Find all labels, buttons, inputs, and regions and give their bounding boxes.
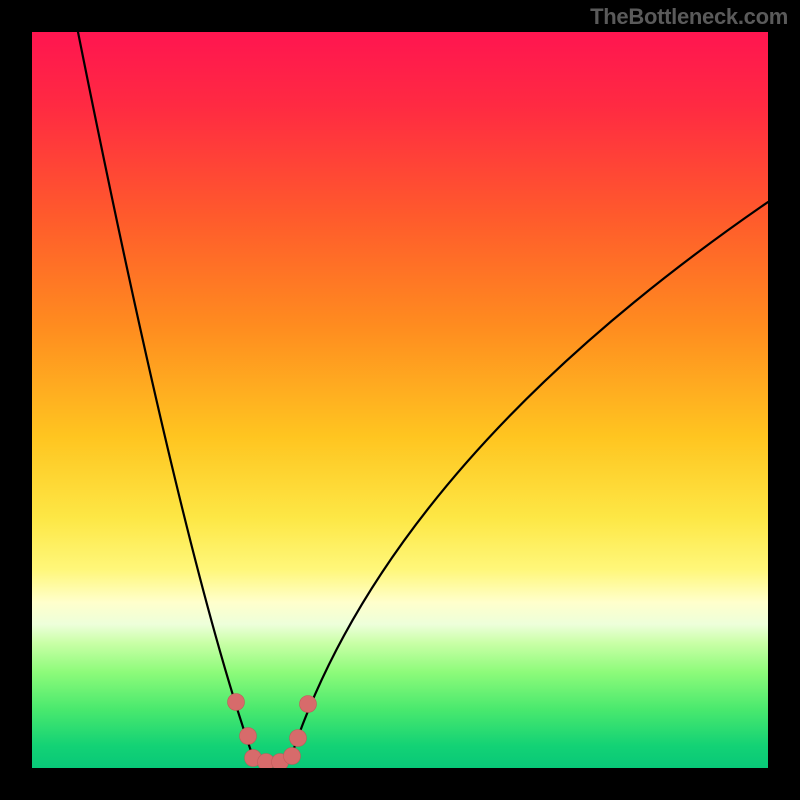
plot-area xyxy=(32,32,768,768)
marker-point xyxy=(284,748,301,765)
marker-point xyxy=(300,696,317,713)
canvas-root: TheBottleneck.com xyxy=(0,0,800,800)
marker-point xyxy=(290,730,307,747)
watermark-text: TheBottleneck.com xyxy=(590,4,788,30)
marker-point xyxy=(240,728,257,745)
marker-point xyxy=(228,694,245,711)
gradient-background xyxy=(32,32,768,768)
chart-svg xyxy=(32,32,768,768)
